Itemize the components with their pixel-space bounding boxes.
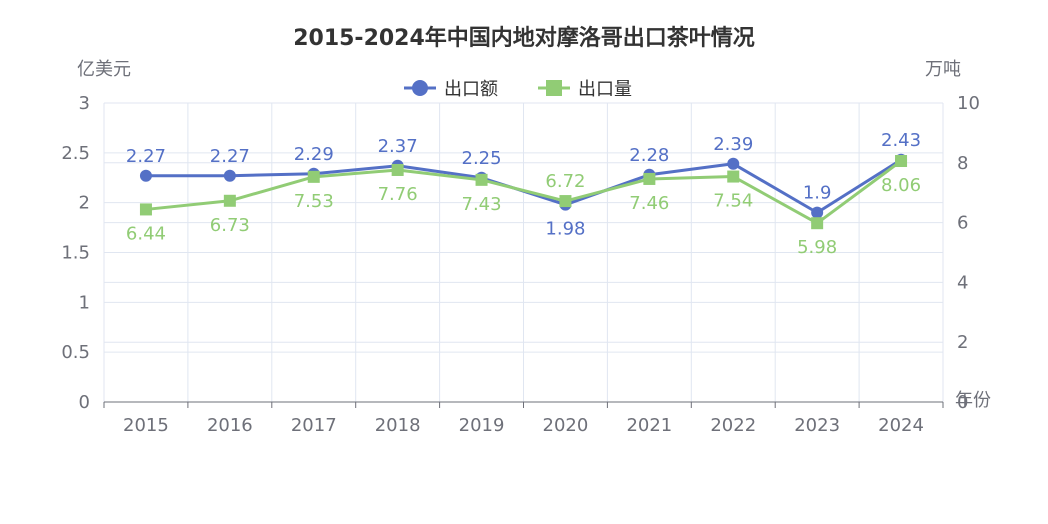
series-layer xyxy=(139,153,908,230)
data-label-export-volume: 6.44 xyxy=(126,223,166,244)
x-tick-label: 2024 xyxy=(878,415,924,436)
x-tick-label: 2020 xyxy=(543,415,589,436)
data-label-export-value: 2.27 xyxy=(210,146,250,167)
legend-label: 出口额 xyxy=(444,79,498,100)
data-point xyxy=(895,155,908,168)
data-label-export-volume: 7.46 xyxy=(629,193,669,214)
legend[interactable]: 出口额 出口量 xyxy=(404,79,632,100)
data-label-export-volume: 6.73 xyxy=(210,215,250,236)
data-label-export-value: 2.27 xyxy=(126,146,166,167)
x-axis-name: 年份 xyxy=(955,390,991,411)
data-point xyxy=(391,163,404,176)
data-label-export-value: 1.9 xyxy=(803,183,832,204)
right-tick-label: 6 xyxy=(957,213,968,234)
grid xyxy=(103,102,944,402)
data-labels: 2.27 6.44 2.27 6.73 2.29 7.53 2.37 7.76 2.25 7.43… xyxy=(126,130,921,258)
legend-square-icon xyxy=(546,80,562,96)
x-tick-label: 2022 xyxy=(710,415,756,436)
data-label-export-volume: 7.53 xyxy=(294,191,334,212)
axes: 0 0.5 1 1.5 2 2.5 3 0 2 4 6 8 10 2015 2016 2017 2018 2019… xyxy=(61,93,980,436)
data-point xyxy=(727,170,740,183)
data-label-export-volume: 7.43 xyxy=(462,194,502,215)
x-tick-label: 2017 xyxy=(291,415,337,436)
legend-item-0[interactable]: 出口额 xyxy=(404,79,498,100)
data-label-export-value: 2.28 xyxy=(629,145,669,166)
left-tick-label: 0.5 xyxy=(61,342,90,363)
chart-title: 2015-2024年中国内地对摩洛哥出口茶叶情况 xyxy=(293,25,755,51)
data-label-export-value: 2.25 xyxy=(462,148,502,169)
legend-label: 出口量 xyxy=(578,79,632,100)
data-label-export-value: 2.37 xyxy=(378,136,418,157)
data-point xyxy=(223,169,236,182)
data-point xyxy=(643,172,656,185)
data-label-export-value: 2.29 xyxy=(294,144,334,165)
left-tick-label: 2 xyxy=(79,193,90,214)
left-tick-label: 2.5 xyxy=(61,143,90,164)
data-point xyxy=(811,206,824,219)
data-point xyxy=(139,203,152,216)
x-tick-label: 2021 xyxy=(626,415,672,436)
legend-item-1[interactable]: 出口量 xyxy=(538,79,632,100)
left-tick-label: 0 xyxy=(79,392,90,413)
left-axis-unit: 亿美元 xyxy=(77,59,131,80)
data-point xyxy=(139,169,152,182)
data-point xyxy=(475,173,488,186)
left-tick-label: 1 xyxy=(79,292,90,313)
x-tick-label: 2018 xyxy=(375,415,421,436)
x-tick-label: 2015 xyxy=(123,415,169,436)
data-point xyxy=(223,194,236,207)
data-label-export-volume: 8.06 xyxy=(881,175,921,196)
right-tick-label: 4 xyxy=(957,272,968,293)
legend-circle-icon xyxy=(412,80,428,96)
data-point xyxy=(559,195,572,208)
x-tick-label: 2023 xyxy=(794,415,840,436)
data-point xyxy=(307,170,320,183)
left-tick-label: 1.5 xyxy=(61,243,90,264)
right-axis-unit: 万吨 xyxy=(925,59,961,80)
data-label-export-value: 2.39 xyxy=(713,134,753,155)
data-label-export-volume: 6.72 xyxy=(545,171,585,192)
data-label-export-value: 1.98 xyxy=(545,219,585,240)
right-tick-label: 8 xyxy=(957,153,968,174)
left-tick-label: 3 xyxy=(79,93,90,114)
data-label-export-volume: 7.76 xyxy=(378,184,418,205)
data-label-export-value: 2.43 xyxy=(881,130,921,151)
data-point xyxy=(727,157,740,170)
x-tick-label: 2019 xyxy=(459,415,505,436)
data-label-export-volume: 7.54 xyxy=(713,191,753,212)
x-tick-label: 2016 xyxy=(207,415,253,436)
data-point xyxy=(811,217,824,230)
right-tick-label: 0 xyxy=(957,392,968,413)
data-label-export-volume: 5.98 xyxy=(797,237,837,258)
right-tick-label: 2 xyxy=(957,332,968,353)
series-line-1 xyxy=(145,159,902,225)
right-tick-label: 10 xyxy=(957,93,980,114)
